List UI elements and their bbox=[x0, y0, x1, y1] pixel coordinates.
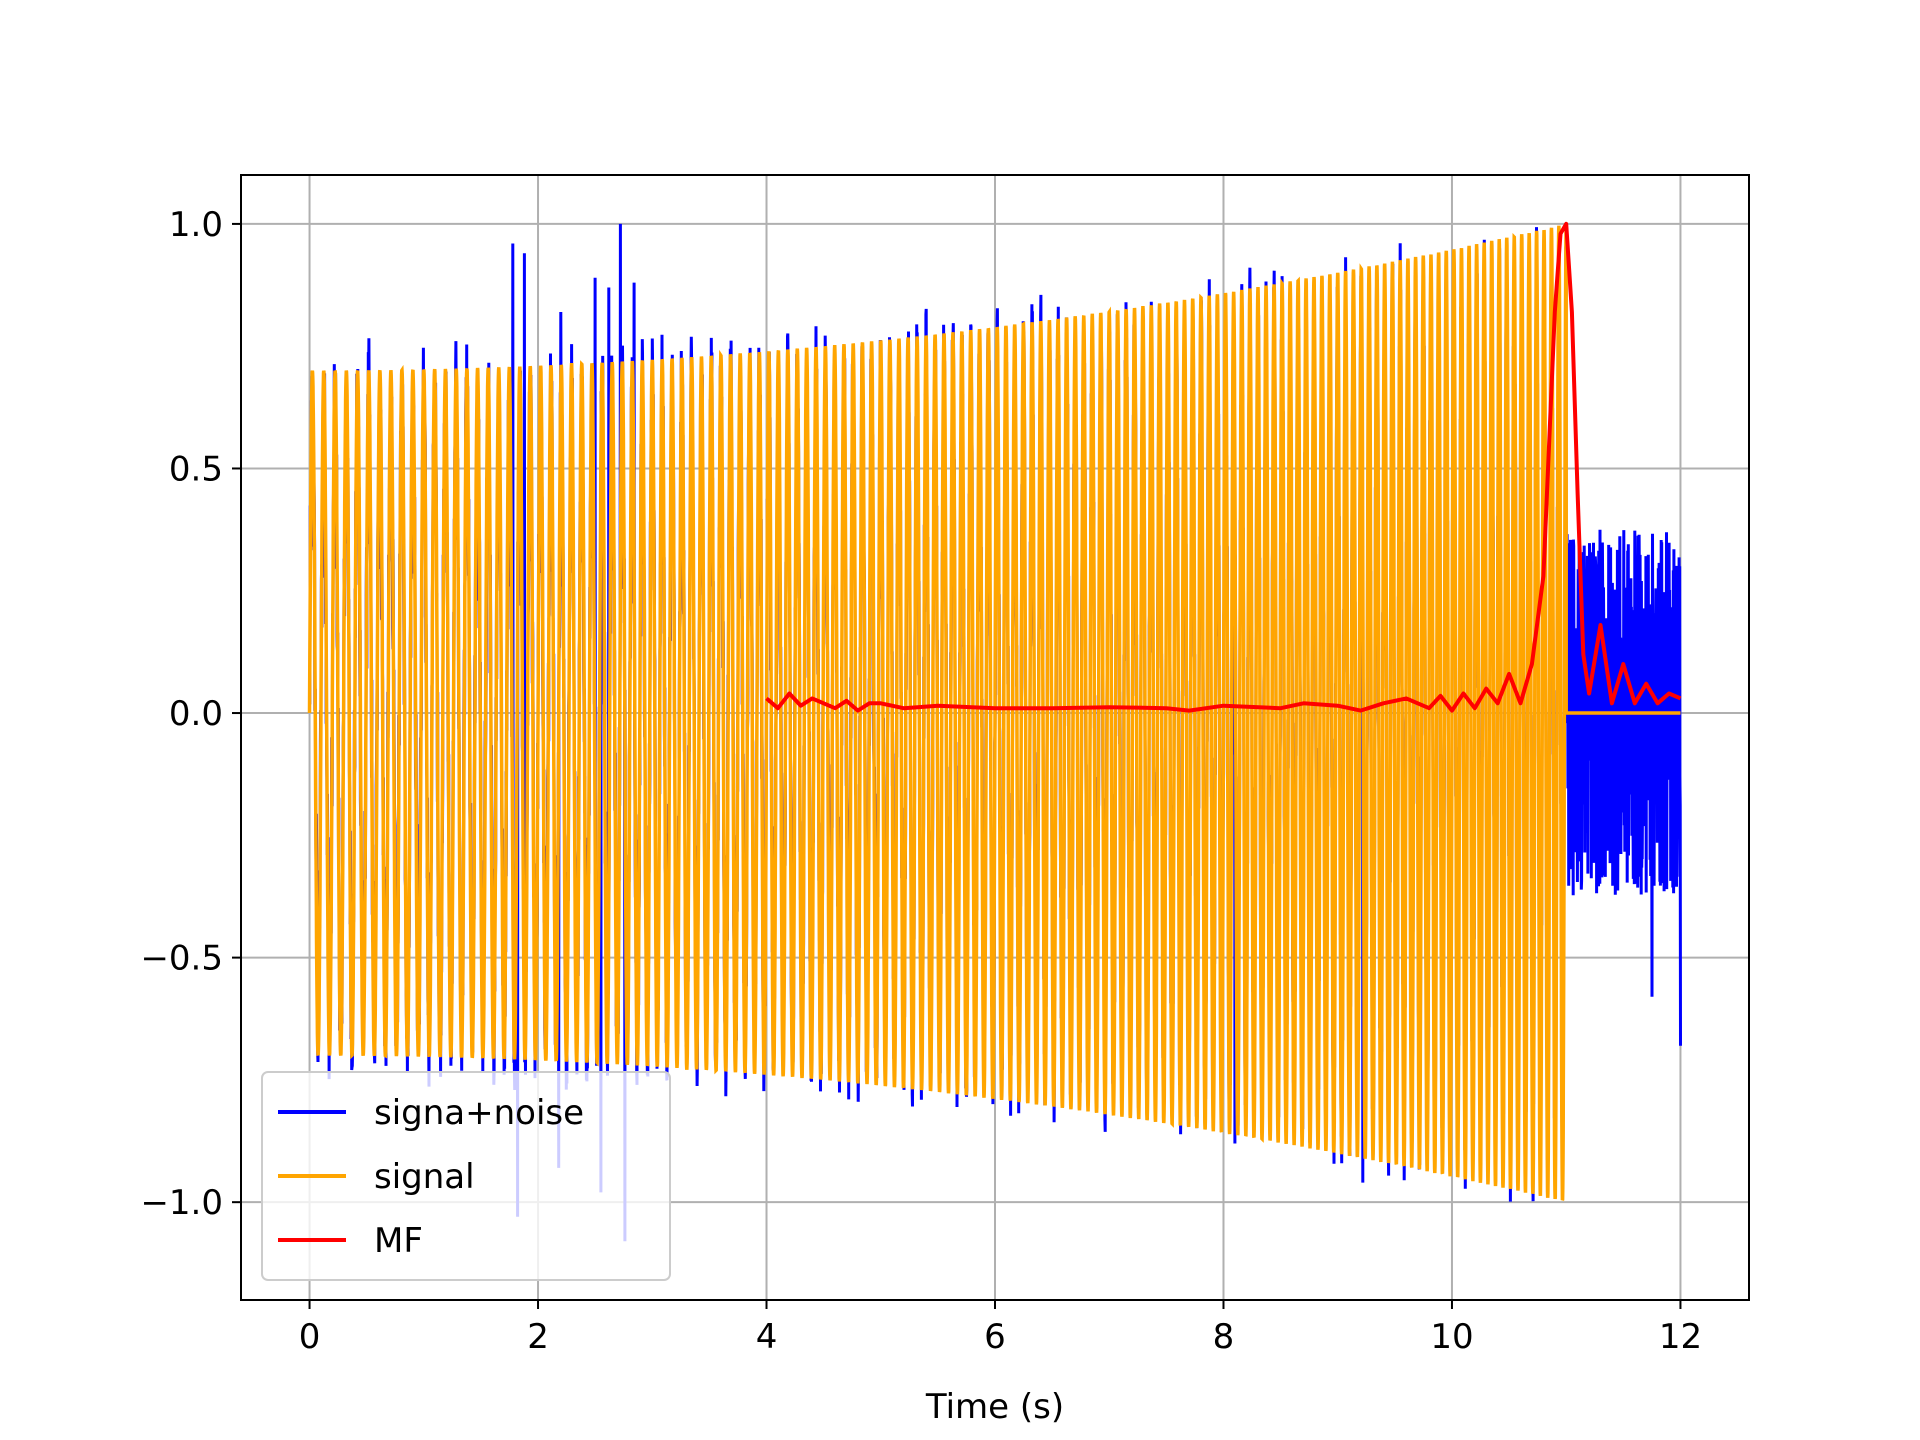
series-line-mf bbox=[765, 221, 1682, 713]
ticks: 0 2 4 6 8 10 12 1.0 0.5 0.0 −0.5 −1.0 bbox=[140, 205, 1702, 1357]
x-tick-label: 8 bbox=[1213, 1317, 1235, 1357]
x-tick-label: 6 bbox=[984, 1317, 1006, 1357]
y-tick-label: 0.5 bbox=[169, 449, 223, 489]
x-tick-label: 0 bbox=[299, 1317, 321, 1357]
legend-box bbox=[261, 1071, 671, 1281]
legend-label: signal bbox=[374, 1157, 475, 1197]
x-axis-label: Time (s) bbox=[925, 1387, 1064, 1427]
y-tick-label: −0.5 bbox=[140, 939, 223, 979]
x-tick-label: 2 bbox=[527, 1317, 549, 1357]
y-tick-label: 1.0 bbox=[169, 205, 223, 245]
legend: signa+noise signal MF bbox=[261, 1071, 671, 1281]
x-tick-label: 12 bbox=[1659, 1317, 1702, 1357]
x-tick-label: 10 bbox=[1430, 1317, 1473, 1357]
x-tick-label: 4 bbox=[756, 1317, 778, 1357]
legend-label: MF bbox=[374, 1221, 423, 1261]
y-tick-label: 0.0 bbox=[169, 694, 223, 734]
series-line-signal bbox=[307, 223, 1681, 1201]
y-tick-label: −1.0 bbox=[140, 1183, 223, 1223]
series-layer bbox=[307, 221, 1682, 1242]
legend-label: signa+noise bbox=[374, 1093, 584, 1133]
